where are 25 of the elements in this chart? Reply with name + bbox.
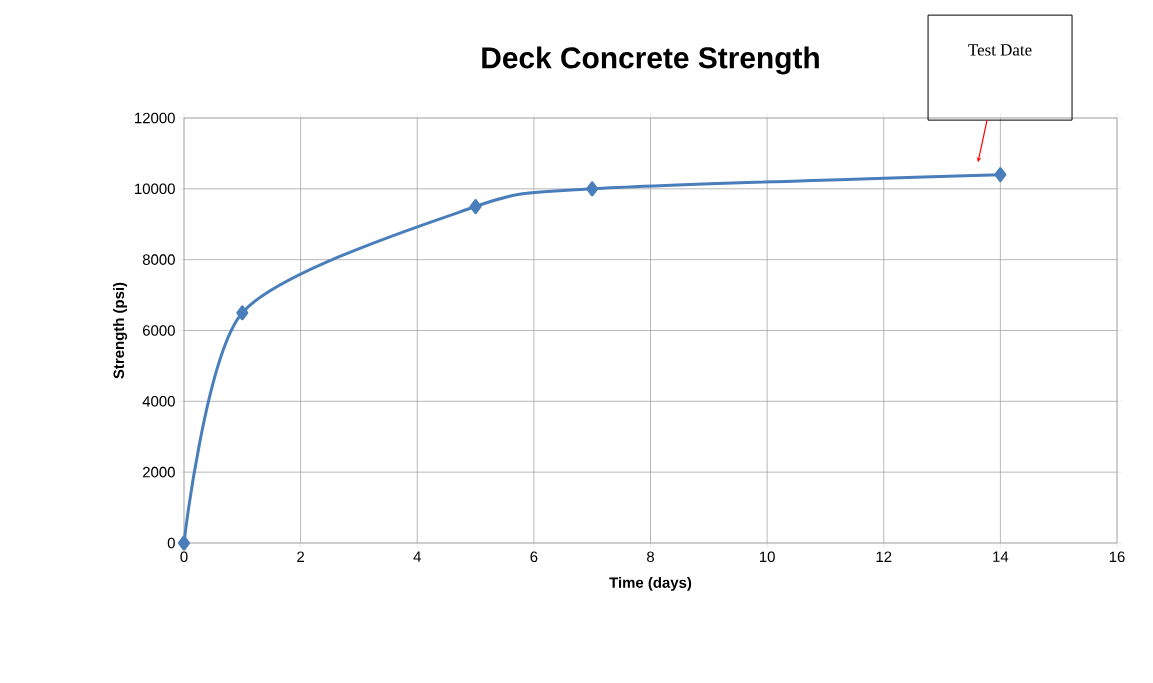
y-tick-label: 2000 <box>142 466 175 478</box>
x-tick-label: 0 <box>180 551 188 563</box>
point <box>236 305 249 321</box>
y-tick-label: 6000 <box>143 325 175 336</box>
y-tick-label: 10000 <box>135 183 175 195</box>
x-tick-label: 2 <box>297 551 305 562</box>
y-axis-title: Strength (psi) <box>113 282 128 379</box>
x-tick-label: 12 <box>876 551 892 562</box>
text: Test Date <box>968 44 1032 56</box>
x-tick-label: 14 <box>993 551 1009 562</box>
x-axis-title: Time (days) <box>609 576 692 591</box>
x-tick-label: 10 <box>759 551 775 563</box>
point <box>586 181 599 197</box>
x-tick-label: 8 <box>647 551 655 563</box>
y-tick-label: 12000 <box>135 112 175 124</box>
x-tick-label: 16 <box>1109 551 1125 563</box>
point <box>469 199 482 215</box>
y-tick-label: 8000 <box>142 254 175 265</box>
point <box>994 167 1007 183</box>
chart-title: Deck Concrete Strength <box>482 46 819 75</box>
x-tick-label: 4 <box>413 551 421 562</box>
x-tick-label: 6 <box>530 551 538 563</box>
y-tick-label: 4000 <box>142 396 175 407</box>
y-tick-label: 0 <box>167 537 175 549</box>
point <box>178 535 190 551</box>
